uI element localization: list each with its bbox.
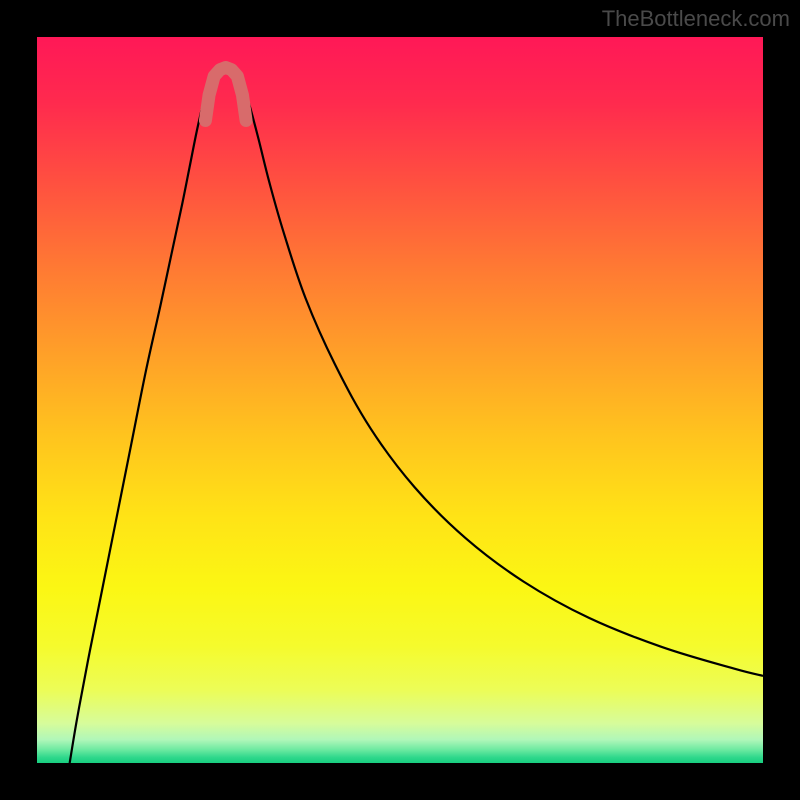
bottleneck-curve-left [70,91,207,763]
optimal-zone-u-marker [205,67,246,120]
bottleneck-curve-right [245,91,763,676]
chart-plot-area [37,37,763,763]
chart-curves-layer [37,37,763,763]
watermark-text: TheBottleneck.com [602,6,790,32]
